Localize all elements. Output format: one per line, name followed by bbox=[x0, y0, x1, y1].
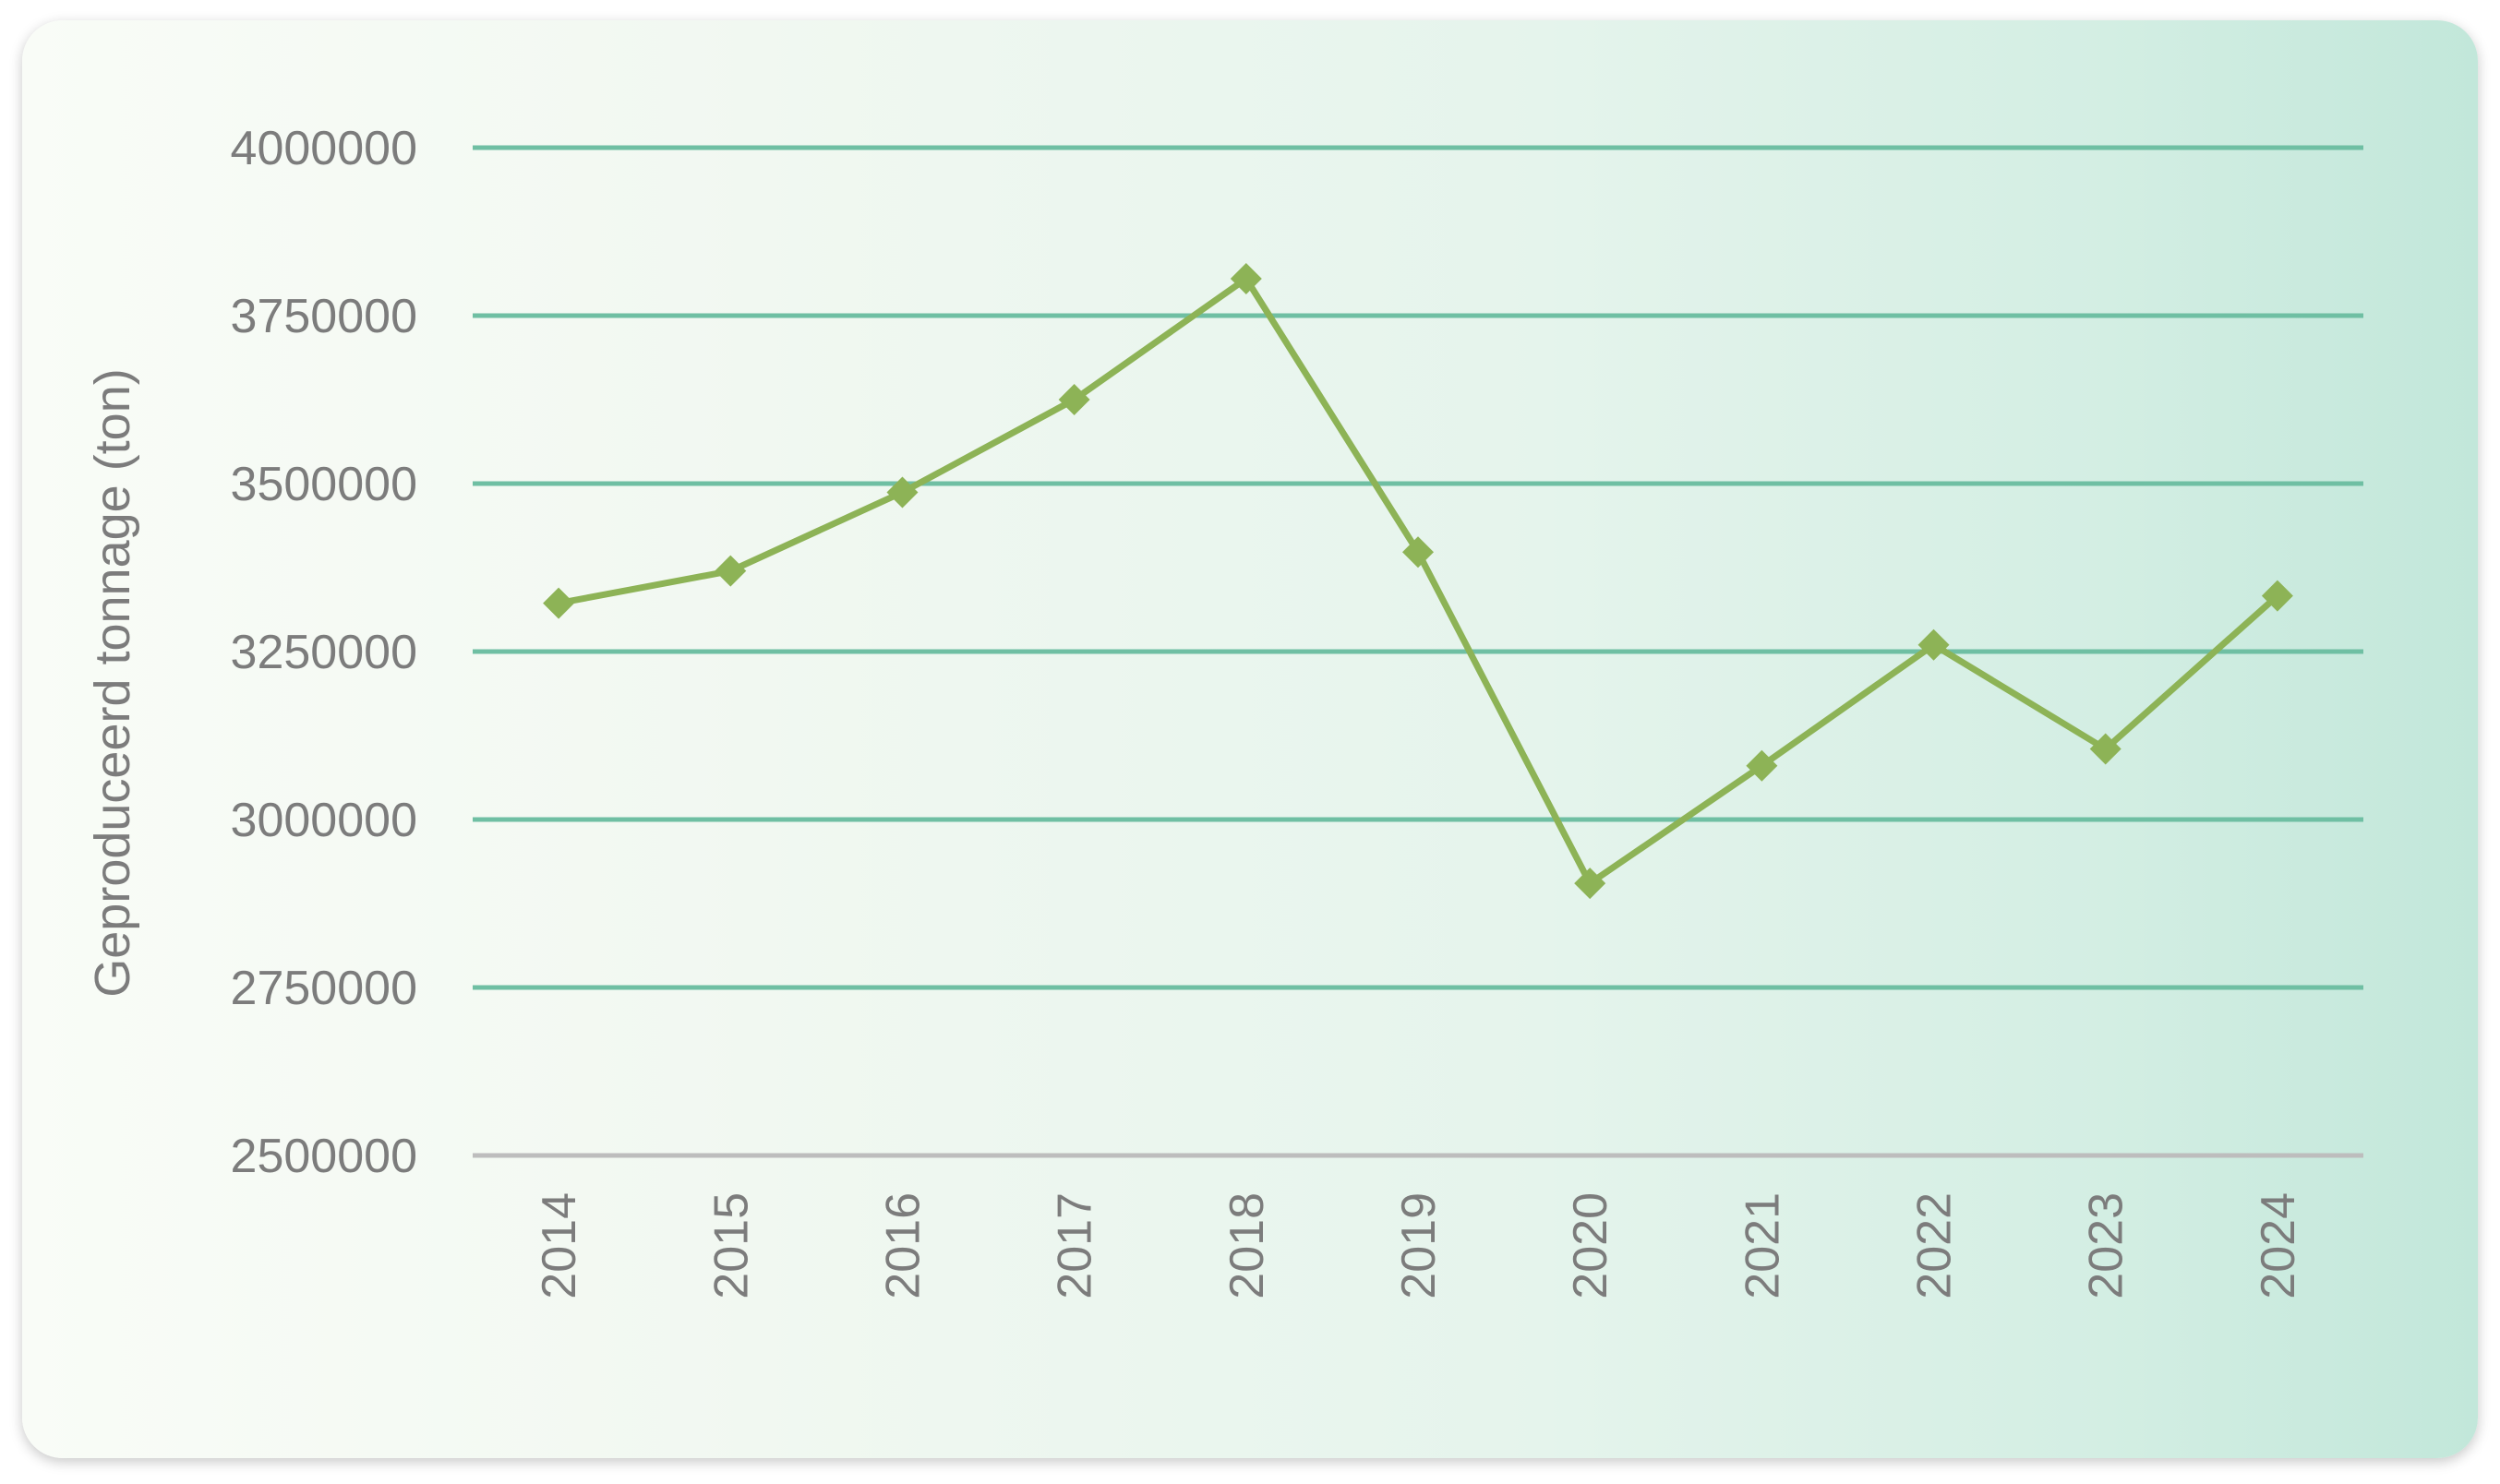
x-tick-label: 2020 bbox=[1564, 1192, 1617, 1299]
y-tick-label: 2750000 bbox=[231, 962, 417, 1015]
data-point bbox=[2089, 733, 2121, 765]
data-markers bbox=[543, 262, 2293, 900]
chart-card bbox=[22, 20, 2478, 1458]
x-tick-label: 2021 bbox=[1736, 1192, 1789, 1299]
gridlines bbox=[473, 145, 2363, 1158]
data-point bbox=[1917, 628, 1950, 661]
data-point bbox=[2261, 580, 2293, 612]
x-tick-label: 2022 bbox=[1908, 1192, 1962, 1299]
data-point bbox=[543, 587, 575, 619]
x-axis-ticks: 2014 2015 2016 2017 2018 2019 2020 2021 2022 2023… bbox=[533, 1192, 2305, 1299]
x-tick-label: 2017 bbox=[1049, 1192, 1102, 1299]
x-tick-label: 2015 bbox=[704, 1192, 758, 1299]
series-line bbox=[558, 275, 2280, 887]
x-tick-label: 2014 bbox=[533, 1192, 586, 1299]
data-point bbox=[1746, 749, 1778, 782]
data-point bbox=[1402, 536, 1434, 568]
x-tick-label: 2019 bbox=[1392, 1192, 1446, 1299]
y-tick-label: 3250000 bbox=[231, 626, 417, 679]
data-point bbox=[1058, 384, 1090, 415]
data-point bbox=[715, 555, 747, 587]
y-tick-label: 3500000 bbox=[231, 458, 417, 511]
y-axis-label: Geproduceerd tonnage (ton) bbox=[85, 368, 140, 997]
y-axis-ticks: 2500000 2750000 3000000 3250000 3500000 37500… bbox=[231, 122, 417, 1183]
x-tick-label: 2016 bbox=[876, 1192, 930, 1299]
y-tick-label: 3000000 bbox=[231, 794, 417, 847]
x-tick-label: 2018 bbox=[1220, 1192, 1274, 1299]
y-tick-label: 3750000 bbox=[231, 290, 417, 343]
data-point bbox=[1230, 262, 1262, 294]
data-point bbox=[1574, 868, 1606, 900]
y-tick-label: 4000000 bbox=[231, 122, 417, 175]
data-point bbox=[886, 476, 919, 509]
x-tick-label: 2023 bbox=[2080, 1192, 2133, 1299]
y-tick-label: 2500000 bbox=[231, 1130, 417, 1183]
x-tick-label: 2024 bbox=[2252, 1192, 2305, 1299]
